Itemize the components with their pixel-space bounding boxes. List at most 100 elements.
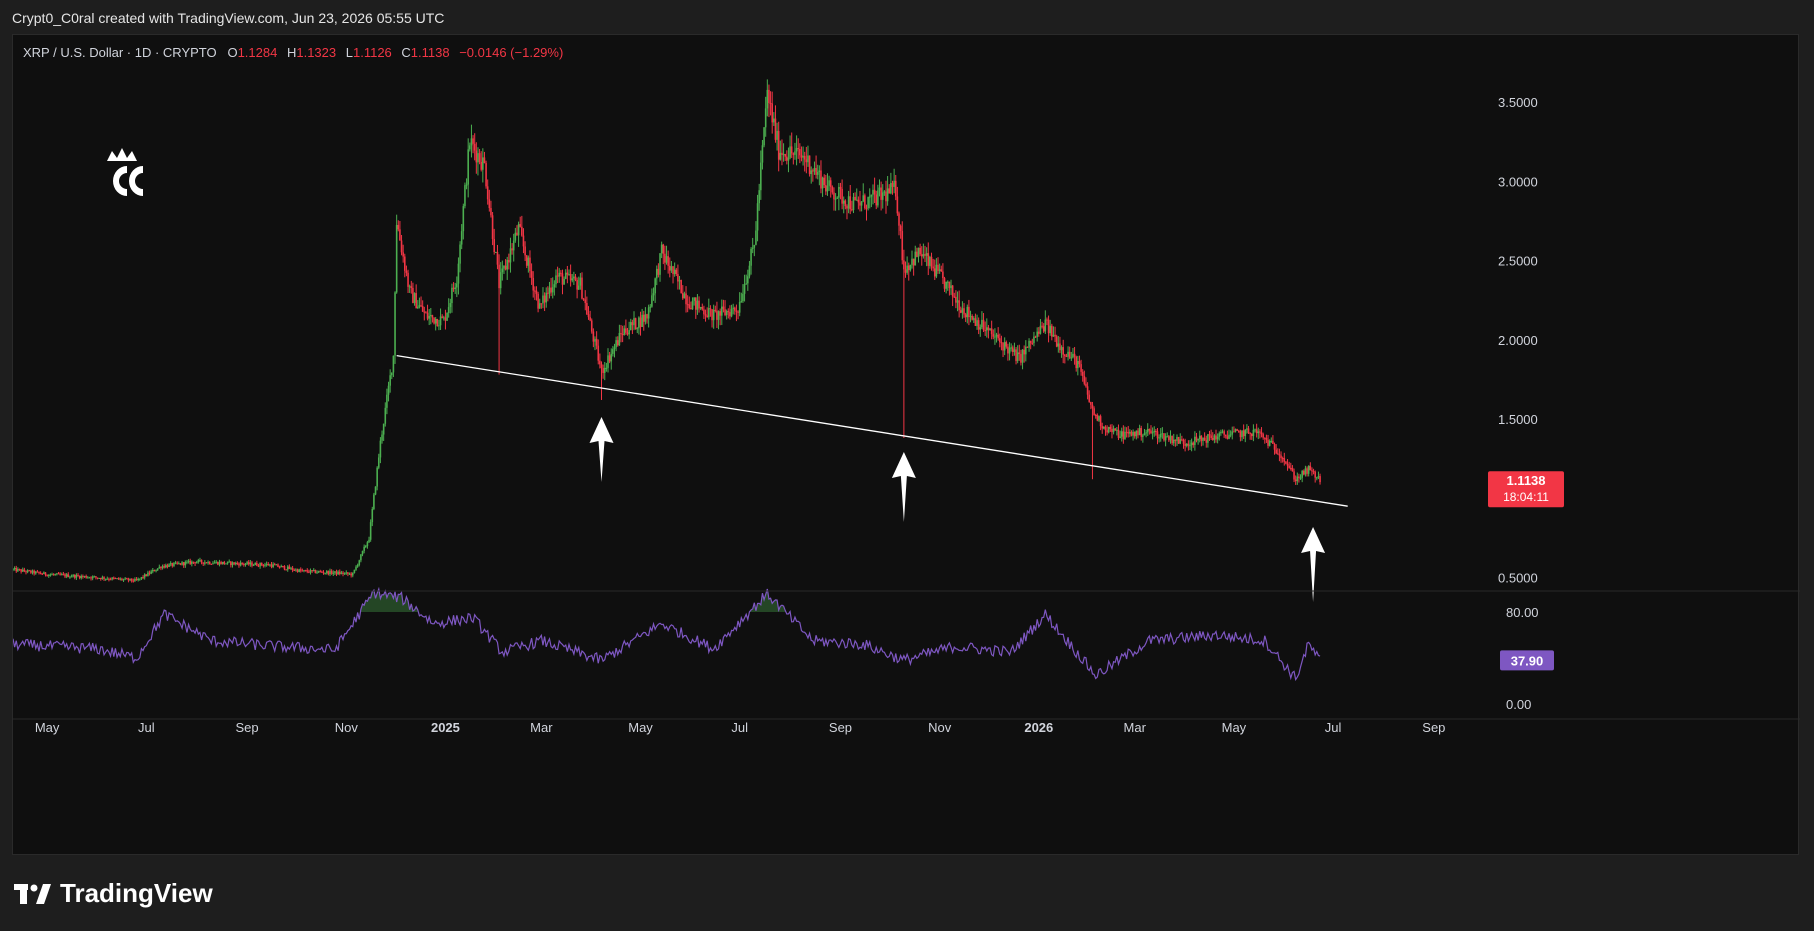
candle-body	[859, 202, 861, 206]
candle-body	[608, 355, 611, 362]
candle-body	[387, 385, 390, 395]
open-value: 1.1284	[237, 45, 278, 60]
candle-body	[456, 283, 458, 288]
candle-body	[332, 572, 335, 574]
price-axis-tick: 0.5000	[1498, 571, 1538, 586]
candle-body	[483, 157, 486, 164]
candle-body	[602, 368, 604, 373]
candle-body	[864, 195, 866, 209]
candle-body	[686, 304, 689, 306]
candle-body	[922, 254, 925, 257]
candle-body	[1114, 428, 1117, 431]
candle-body	[428, 315, 430, 319]
candle-body	[1236, 429, 1238, 431]
candle-body	[95, 576, 97, 578]
candle-body	[416, 306, 419, 309]
candle-body	[610, 353, 613, 362]
candle-body	[641, 314, 643, 327]
time-axis-tick: Mar	[530, 720, 553, 735]
candle-body	[152, 569, 154, 572]
candle-body	[985, 327, 988, 331]
symbol-legend[interactable]: XRP / U.S. Dollar · 1D · CRYPTO O1.1284 …	[23, 45, 563, 60]
candle-body	[1016, 352, 1019, 361]
candle-body	[1072, 353, 1074, 358]
candle-body	[842, 200, 845, 204]
candle-body	[1213, 435, 1216, 440]
tradingview-branding[interactable]: TradingView	[14, 878, 213, 909]
candle-body	[215, 561, 218, 563]
candle-body	[508, 259, 510, 263]
candle-body	[28, 570, 31, 572]
candle-body	[929, 256, 931, 266]
time-axis-tick: Mar	[1124, 720, 1147, 735]
candle-body	[1077, 360, 1079, 369]
candle-body	[680, 280, 682, 294]
candle-body	[334, 571, 336, 573]
candle-body	[499, 272, 502, 289]
candle-body	[831, 186, 834, 193]
candle-body	[1299, 477, 1302, 479]
candle-body	[894, 180, 897, 197]
candle-body	[273, 564, 276, 566]
candle-body	[563, 278, 565, 285]
candle-body	[363, 546, 365, 551]
candle-body	[381, 434, 383, 441]
c-letter-left	[113, 166, 127, 196]
candle-body	[36, 571, 39, 573]
candle-body	[96, 577, 99, 579]
candle-body	[504, 265, 507, 270]
chart-frame[interactable]: 3.5000 3.0000 2.5000 2.0000 1.5000 0.5000 80.0…	[12, 34, 1800, 856]
candle-body	[1067, 351, 1069, 357]
candle-body	[1250, 433, 1253, 437]
candle-body	[407, 272, 409, 287]
candle-body	[1055, 336, 1058, 347]
candle-body	[1273, 443, 1276, 450]
candle-body	[373, 494, 375, 510]
candle-body	[1148, 429, 1151, 431]
candle-body	[781, 152, 783, 155]
candle-body	[1211, 438, 1214, 440]
candle-body	[587, 314, 590, 318]
close-label: C	[401, 45, 411, 60]
candle-body	[748, 265, 751, 277]
candle-body	[259, 562, 261, 567]
last-price-value: 1.1138	[1506, 473, 1545, 488]
candle-body	[573, 276, 575, 279]
candle-body	[431, 315, 434, 318]
candle-body	[308, 571, 310, 573]
candle-body	[451, 287, 453, 304]
candle-body	[860, 201, 863, 206]
candle-body	[927, 253, 930, 266]
candle-body	[961, 308, 964, 313]
candle-body	[350, 573, 352, 576]
candle-body	[355, 566, 357, 570]
candle-body	[1203, 437, 1206, 441]
candle-body	[958, 300, 960, 311]
candle-body	[486, 186, 489, 200]
tradingview-brand-text: TradingView	[60, 878, 213, 908]
candle-body	[413, 293, 416, 303]
candle-body	[1259, 431, 1261, 433]
candle-body	[1280, 455, 1282, 459]
candle-body	[26, 570, 29, 573]
candle-body	[955, 296, 957, 303]
candle-body	[1205, 440, 1208, 443]
candle-body	[296, 569, 299, 572]
candle-body	[390, 372, 393, 376]
candle-body	[1086, 386, 1089, 395]
candle-body	[1301, 470, 1303, 478]
candle-body	[1145, 432, 1147, 434]
candle-body	[592, 331, 595, 342]
candle-body	[329, 570, 331, 575]
candle-body	[803, 155, 806, 160]
candle-body	[220, 562, 222, 565]
chart-canvas[interactable]: 3.5000 3.0000 2.5000 2.0000 1.5000 0.5000 80.0…	[13, 35, 1800, 856]
candle-body	[668, 265, 671, 271]
candle-body	[538, 303, 541, 309]
candle-body	[366, 542, 369, 547]
candle-body	[987, 327, 990, 331]
candle-body	[20, 569, 22, 572]
candle-body	[992, 334, 995, 337]
candle-body	[124, 578, 126, 580]
candle-body	[799, 148, 801, 156]
